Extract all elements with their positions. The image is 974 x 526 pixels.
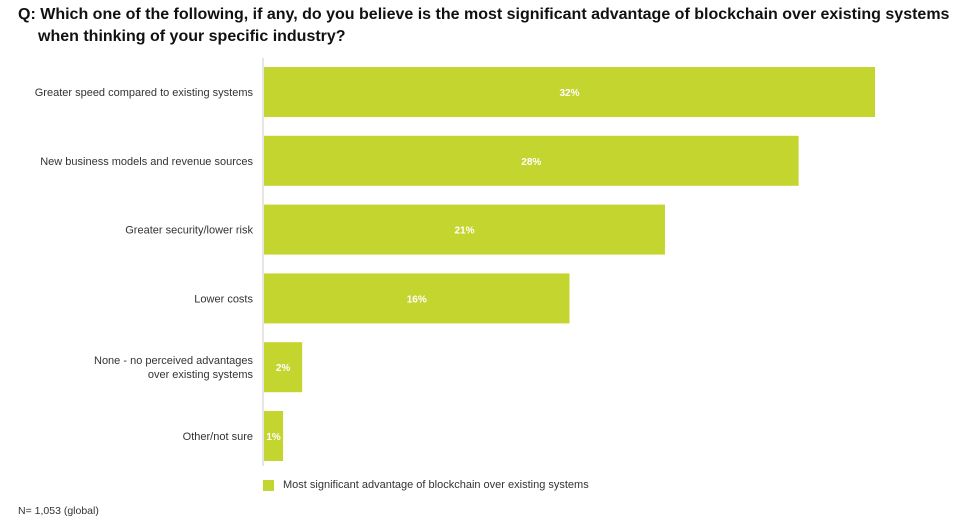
- category-label-4: Lower costs: [194, 293, 253, 305]
- bar-4: [264, 273, 570, 324]
- data-label-group: 32% 28% 21% 16% 2% 1%: [266, 88, 579, 443]
- category-label-2: New business models and revenue sources: [40, 156, 253, 168]
- bar-5: [264, 342, 303, 393]
- category-label-5: None - no perceived advantages over exist…: [94, 355, 253, 381]
- title-line-1: Q: Which one of the following, if any, d…: [18, 4, 968, 26]
- title-prefix: Q:: [18, 6, 36, 23]
- category-label-line: Greater security/lower risk: [125, 225, 253, 237]
- data-label-3: 21%: [454, 226, 474, 237]
- chart-title: Q: Which one of the following, if any, d…: [18, 4, 968, 48]
- category-label-group: Greater speed compared to existing syste…: [35, 87, 254, 443]
- sample-size-note: N= 1,053 (global): [18, 505, 99, 517]
- title-line-2: when thinking of your specific industry?: [38, 28, 346, 45]
- category-label-line: Lower costs: [194, 293, 253, 305]
- category-label-6: Other/not sure: [183, 431, 253, 443]
- bar-1: [264, 67, 875, 117]
- data-label-1: 32%: [559, 88, 579, 99]
- data-label-4: 16%: [407, 294, 427, 305]
- category-label-3: Greater security/lower risk: [125, 225, 253, 237]
- category-label-line: None - no perceived advantages: [94, 355, 253, 367]
- bar-chart: Greater speed compared to existing syste…: [35, 58, 875, 466]
- data-label-5: 2%: [276, 363, 291, 374]
- bar-6: [264, 411, 284, 461]
- category-label-line: over existing systems: [148, 369, 254, 381]
- title-text-1: Which one of the following, if any, do y…: [40, 6, 950, 23]
- legend-swatch: [263, 479, 274, 491]
- category-label-line: Other/not sure: [183, 431, 253, 443]
- bar-2: [264, 135, 799, 186]
- data-label-6: 1%: [266, 432, 281, 443]
- data-label-2: 28%: [521, 157, 541, 168]
- category-label-1: Greater speed compared to existing syste…: [35, 87, 254, 99]
- legend: Most significant advantage of blockchain…: [263, 479, 589, 491]
- legend-label: Most significant advantage of blockchain…: [283, 479, 589, 491]
- category-label-line: Greater speed compared to existing syste…: [35, 87, 254, 99]
- bar-3: [264, 204, 665, 255]
- category-label-line: New business models and revenue sources: [40, 156, 253, 168]
- bar-group: [264, 67, 875, 461]
